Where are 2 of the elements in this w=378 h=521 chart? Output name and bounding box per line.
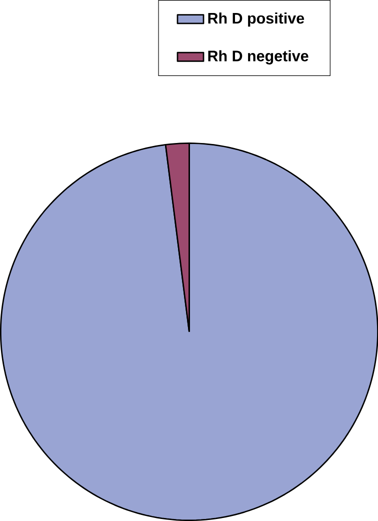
legend-label: Rh D positive	[208, 12, 304, 27]
legend-label: Rh D negetive	[208, 50, 308, 64]
